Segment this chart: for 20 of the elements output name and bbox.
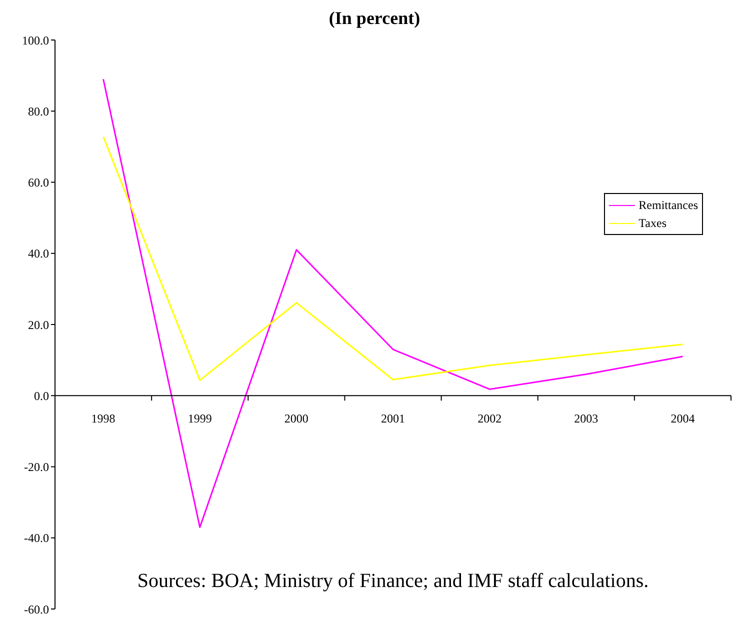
x-tick-label: 2003 xyxy=(574,412,598,426)
x-tick-label: 2000 xyxy=(284,412,308,426)
annotation: Sources: BOA; Ministry of Finance; and IMF staff calculations. xyxy=(136,570,650,593)
y-tick-label: -20.0 xyxy=(24,460,49,474)
y-tick-label: -60.0 xyxy=(24,602,49,616)
y-tick-label: -40.0 xyxy=(24,531,49,546)
y-tick-label: 40.0 xyxy=(28,246,49,261)
x-tick-label: 2001 xyxy=(381,412,405,426)
x-tick-label: 2004 xyxy=(670,412,695,426)
y-tick-label: 80.0 xyxy=(28,104,49,118)
x-tick-label: 1999 xyxy=(188,412,212,426)
y-tick-label: 60.0 xyxy=(28,176,49,190)
legend-label: Taxes xyxy=(638,215,666,232)
y-tick-label: 20.0 xyxy=(28,318,49,332)
chart-title: (In percent) xyxy=(328,8,422,30)
x-tick-label: 2002 xyxy=(478,412,502,426)
y-tick-label: 100.0 xyxy=(22,33,49,48)
x-tick-label: 1998 xyxy=(91,412,116,426)
legend-label: Remittances xyxy=(638,197,698,214)
y-tick-label: 0.0 xyxy=(34,388,49,403)
